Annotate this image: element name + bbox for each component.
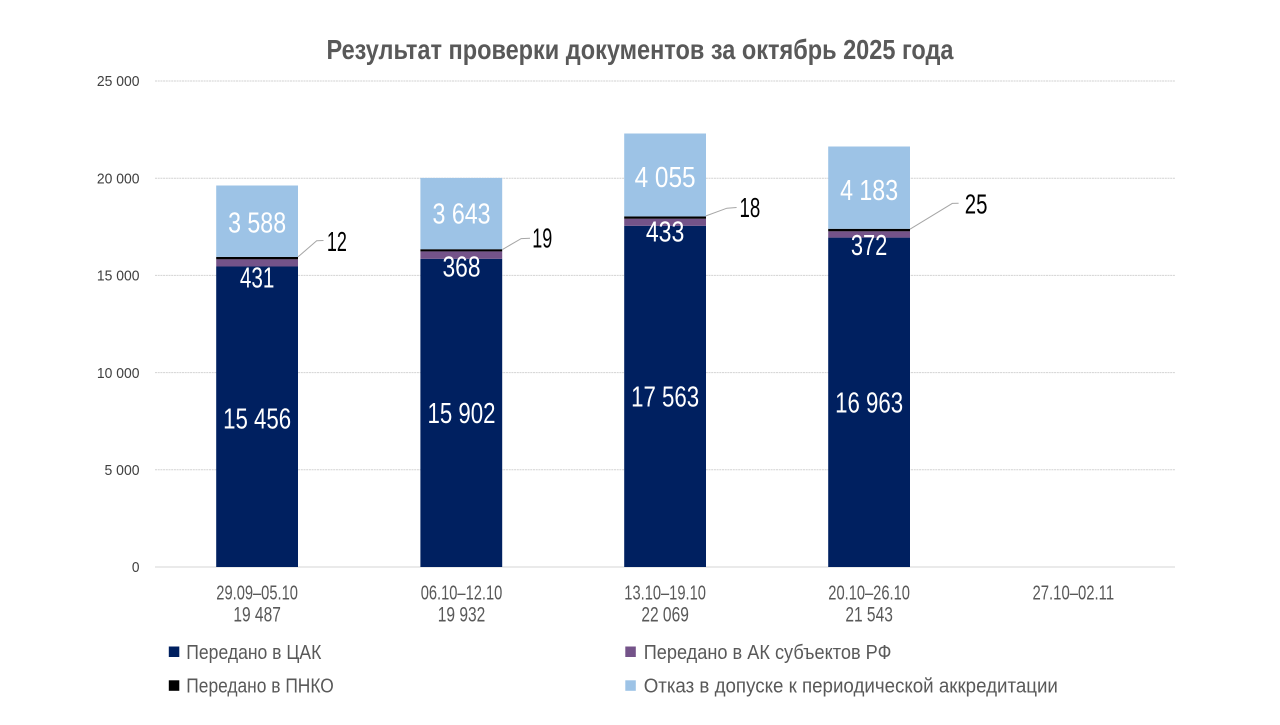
- svg-text:368: 368: [443, 252, 481, 284]
- svg-text:17 563: 17 563: [631, 381, 699, 413]
- svg-text:20.10–26.10: 20.10–26.10: [828, 583, 910, 605]
- svg-text:Передано в ЦАК: Передано в ЦАК: [186, 642, 321, 664]
- svg-text:21 543: 21 543: [845, 602, 893, 626]
- svg-text:Результат проверки документов: Результат проверки документов за октябрь…: [327, 34, 955, 65]
- svg-text:13.10–19.10: 13.10–19.10: [624, 583, 706, 605]
- svg-text:3 588: 3 588: [228, 208, 286, 240]
- svg-text:16 963: 16 963: [835, 387, 903, 419]
- svg-text:4 183: 4 183: [840, 175, 898, 207]
- svg-text:3 643: 3 643: [433, 198, 491, 230]
- svg-text:18: 18: [740, 192, 761, 223]
- svg-text:433: 433: [646, 216, 685, 248]
- svg-text:15 902: 15 902: [428, 398, 496, 430]
- svg-text:29.09–05.10: 29.09–05.10: [216, 583, 298, 605]
- svg-text:25 000: 25 000: [97, 73, 140, 90]
- svg-text:431: 431: [240, 262, 275, 294]
- svg-text:Передано в ПНКО: Передано в ПНКО: [186, 676, 333, 698]
- svg-text:22 069: 22 069: [641, 602, 689, 626]
- svg-text:15 000: 15 000: [97, 268, 140, 285]
- svg-text:19: 19: [532, 222, 552, 253]
- svg-text:Отказ в допуске к периодическо: Отказ в допуске к периодической аккредит…: [644, 676, 1058, 698]
- svg-text:372: 372: [851, 230, 888, 262]
- svg-text:06.10–12.10: 06.10–12.10: [421, 583, 503, 605]
- svg-text:27.10–02.11: 27.10–02.11: [1033, 583, 1115, 605]
- svg-text:15 456: 15 456: [223, 403, 291, 435]
- svg-text:25: 25: [965, 189, 988, 220]
- svg-text:20 000: 20 000: [97, 170, 140, 187]
- svg-text:10 000: 10 000: [97, 365, 140, 382]
- svg-text:12: 12: [327, 226, 347, 257]
- svg-text:19 487: 19 487: [233, 602, 281, 626]
- svg-text:5 000: 5 000: [105, 462, 140, 479]
- svg-text:Передано в АК субъектов РФ: Передано в АК субъектов РФ: [644, 642, 892, 664]
- svg-text:4 055: 4 055: [635, 162, 696, 194]
- svg-text:19 932: 19 932: [438, 602, 486, 626]
- svg-text:0: 0: [132, 559, 140, 576]
